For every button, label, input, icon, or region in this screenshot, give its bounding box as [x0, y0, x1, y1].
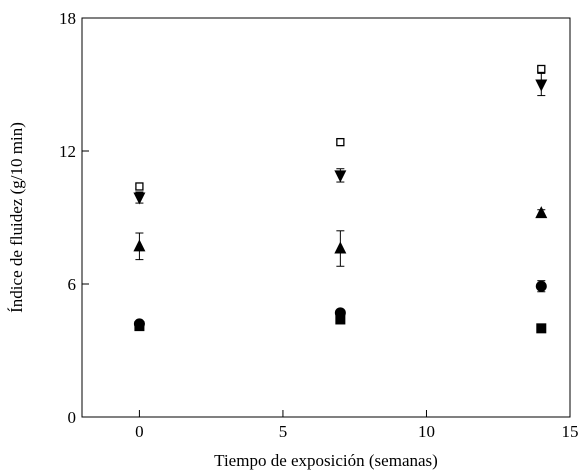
x-tick-label: 15	[562, 422, 579, 441]
data-point	[133, 232, 146, 261]
square-marker	[335, 314, 346, 325]
triangle-up-marker	[535, 206, 548, 219]
y-tick-label: 0	[68, 408, 77, 427]
circle-marker	[334, 307, 346, 319]
data-point	[135, 182, 144, 191]
series-2	[133, 206, 548, 267]
circle-marker	[535, 280, 547, 292]
y-tick-label: 6	[68, 275, 77, 294]
data-point	[133, 318, 145, 330]
y-tick-label: 12	[59, 142, 76, 161]
open-square-marker	[135, 182, 144, 191]
plot-border	[81, 17, 571, 418]
triangle-up-marker	[334, 241, 347, 254]
data-point	[334, 230, 347, 267]
triangle-up-marker	[133, 239, 146, 252]
x-tick-label: 5	[279, 422, 288, 441]
x-axis: 0 5 10 15	[135, 410, 579, 441]
series-4	[135, 64, 546, 191]
data-point	[535, 206, 548, 219]
circle-marker	[133, 318, 145, 330]
triangle-down-marker	[334, 170, 347, 183]
square-marker	[536, 323, 547, 334]
triangle-down-marker	[535, 79, 548, 92]
y-axis-label: Índice de fluidez (g/10 min)	[7, 122, 26, 313]
data-points	[133, 64, 548, 334]
data-point	[535, 280, 547, 293]
x-axis-label: Tiempo de exposición (semanas)	[214, 451, 438, 470]
data-point	[334, 307, 346, 319]
x-tick-label: 10	[418, 422, 435, 441]
triangle-down-marker	[133, 192, 146, 205]
plot-frame	[81, 17, 571, 418]
y-axis: 0 6 12 18	[59, 9, 89, 427]
data-point	[535, 72, 548, 97]
open-square-marker	[537, 64, 546, 74]
data-point	[336, 137, 345, 147]
y-tick-label: 18	[59, 9, 76, 28]
data-point	[334, 168, 347, 183]
x-tick-label: 0	[135, 422, 144, 441]
data-point	[537, 64, 546, 74]
data-point	[133, 191, 146, 205]
open-square-marker	[336, 137, 345, 147]
data-point	[536, 323, 547, 334]
series-1	[133, 280, 547, 330]
series-3	[133, 72, 548, 205]
